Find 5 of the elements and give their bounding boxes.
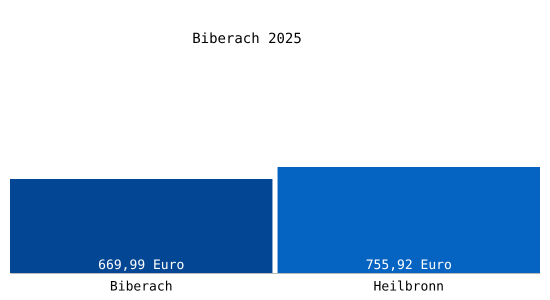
- data-label: 755,92 Euro: [366, 258, 452, 273]
- chart-title: Biberach 2025: [192, 31, 302, 47]
- x-tick-label: Heilbronn: [374, 280, 444, 294]
- data-label: 669,99 Euro: [98, 258, 184, 273]
- x-tick-label: Biberach: [110, 280, 173, 294]
